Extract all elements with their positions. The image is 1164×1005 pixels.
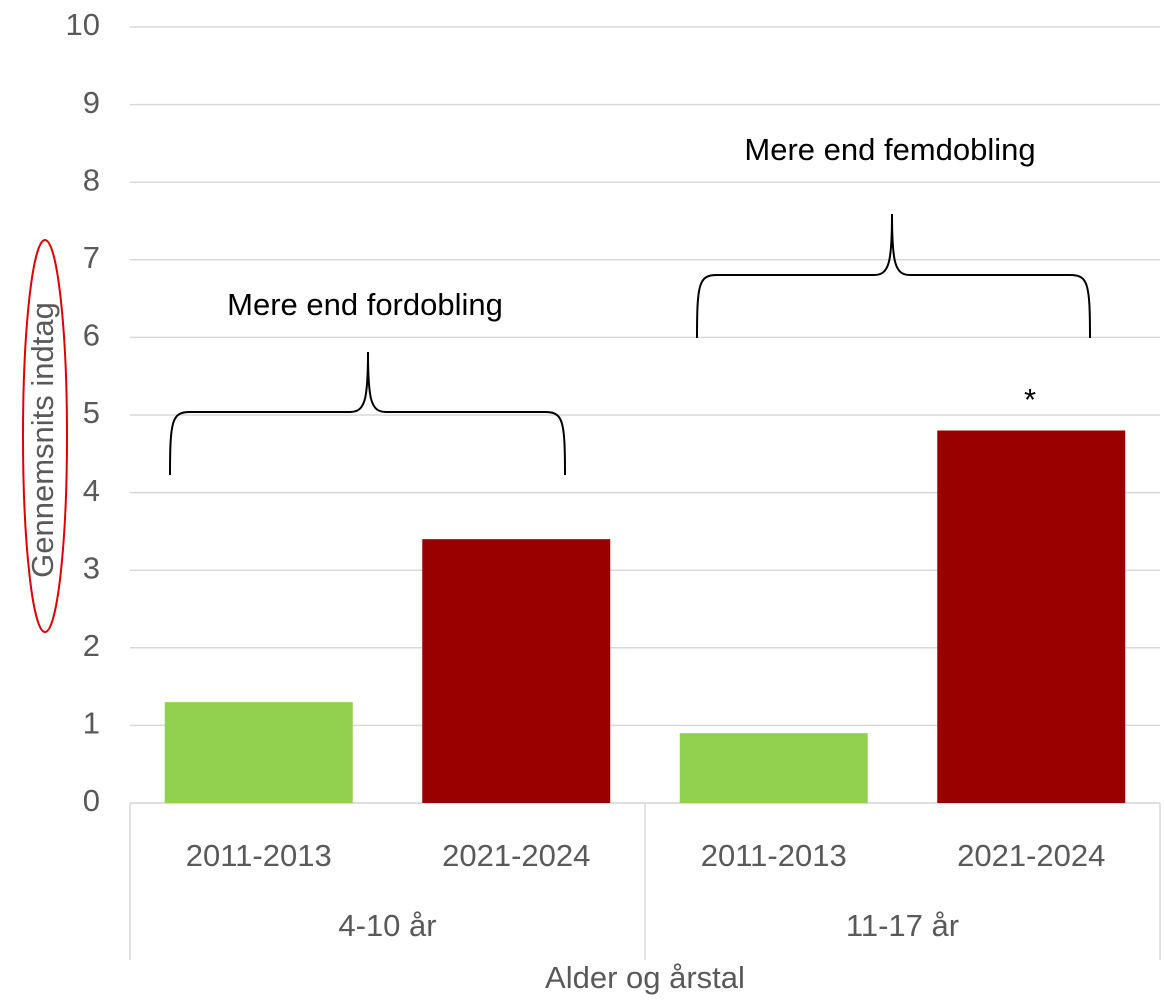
x-tick-label: 2021-2024 (442, 838, 590, 873)
y-tick-label: 3 (83, 550, 100, 585)
y-tick-label: 0 (83, 783, 100, 818)
y-tick-label: 10 (66, 7, 100, 42)
brace (169, 351, 566, 476)
group-label: 4-10 år (338, 908, 436, 943)
annotation: Mere end femdobling (744, 132, 1035, 167)
y-tick-label: 9 (83, 85, 100, 120)
y-tick-label: 1 (83, 706, 100, 741)
annotation: Mere end fordobling (227, 287, 503, 322)
bar (164, 702, 353, 803)
y-tick-label: 4 (83, 473, 100, 508)
x-tick-label: 2021-2024 (957, 838, 1105, 873)
x-axis-label: Alder og årstal (545, 960, 745, 995)
bar (422, 539, 611, 803)
y-tick-label: 2 (83, 628, 100, 663)
bar (937, 430, 1126, 803)
y-axis-label: Gennemsnits indtag (25, 302, 60, 578)
brace (696, 213, 1091, 339)
bar (679, 733, 868, 803)
x-tick-label: 2011-2013 (701, 838, 847, 873)
y-tick-label: 7 (83, 240, 100, 275)
annotation: * (1024, 382, 1036, 417)
group-label: 11-17 år (846, 908, 959, 943)
highlight-ellipse (22, 239, 68, 633)
x-tick-label: 2011-2013 (186, 838, 332, 873)
y-tick-label: 8 (83, 162, 100, 197)
y-tick-label: 5 (83, 395, 100, 430)
y-tick-label: 6 (83, 318, 100, 353)
